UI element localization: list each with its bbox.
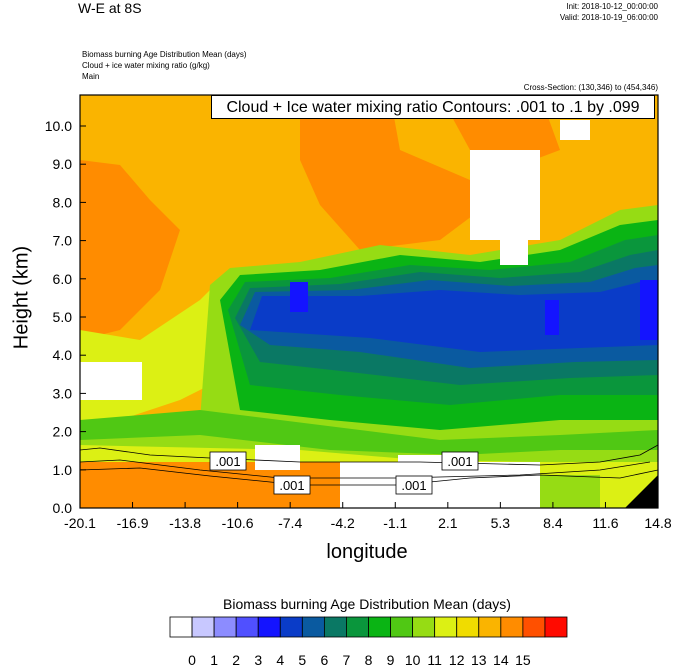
colorbar-swatch: [368, 616, 391, 638]
colorbar-swatch: [323, 616, 347, 638]
colorbar: 0 1 2 3 4 5 6 7 8 9 10 11 12 13 14 15: [169, 616, 568, 667]
colorbar-swatch: [434, 616, 458, 638]
colorbar-swatch: [500, 616, 524, 638]
colorbar-label: 15: [515, 652, 531, 667]
colorbar-swatch: [544, 616, 568, 638]
contour-label-box: [209, 451, 247, 471]
colorbar-swatch: [169, 616, 193, 638]
x-axis-label: longitude: [326, 541, 408, 563]
contour-legend-note: Cloud + Ice water mixing ratio Contours:…: [211, 95, 655, 119]
colorbar-label: 4: [276, 652, 284, 667]
plot-title: W-E at 8S: [78, 0, 142, 16]
x-tick-label: -20.1: [64, 515, 96, 531]
cross-section-label: Cross-Section: (130,346) to (454,346): [523, 83, 658, 92]
y-tick-label: 2.0: [53, 424, 73, 440]
y-tick-label: 5.0: [53, 309, 73, 325]
colorbar-swatch: [390, 616, 414, 638]
colorbar-label: 3: [254, 652, 262, 667]
contour-label: .001: [401, 478, 426, 493]
y-tick-label: 10.0: [45, 118, 72, 134]
contour-label-box: [441, 451, 479, 471]
x-tick-label: 8.4: [543, 515, 563, 531]
colorbar-label: 8: [365, 652, 373, 667]
axes: -20.1 -16.9 -13.8 -10.6 -7.4 -4.2 -1.1 2.1 5.3 8.…: [45, 118, 672, 531]
colorbar-label: 9: [387, 652, 395, 667]
contour-labels: .001 .001 .001 .001: [209, 451, 479, 495]
x-tick-label: 2.1: [438, 515, 458, 531]
field-name-cloud: Cloud + ice water mixing ratio (g/kg): [82, 61, 210, 70]
colorbar-swatch: [456, 616, 480, 638]
colorbar-label: 6: [320, 652, 328, 667]
x-tick-label: -13.8: [169, 515, 201, 531]
colorbar-swatch: [478, 616, 502, 638]
x-tick-label: -16.9: [117, 515, 149, 531]
colorbar-swatch: [279, 616, 303, 638]
cross-section-field: [80, 95, 658, 508]
x-tick-label: -1.1: [383, 515, 407, 531]
colorbar-label: 12: [449, 652, 465, 667]
x-tick-label: 11.6: [592, 515, 618, 531]
init-time: Init: 2018-10-12_00:00:00: [566, 2, 658, 11]
colorbar-swatch: [191, 616, 215, 638]
y-tick-label: 1.0: [53, 462, 73, 478]
colorbar-swatch: [346, 616, 369, 638]
y-tick-label: 3.0: [53, 385, 73, 401]
y-tick-label: 6.0: [53, 271, 73, 287]
colorbar-swatch: [301, 616, 325, 638]
x-tick-label: 14.8: [644, 515, 671, 531]
colorbar-swatch: [412, 616, 436, 638]
field-name-biomass: Biomass burning Age Distribution Mean (d…: [82, 50, 247, 59]
x-tick-label: -4.2: [331, 515, 355, 531]
y-tick-label: 0.0: [53, 500, 73, 516]
colorbar-label: 10: [405, 652, 421, 667]
x-tick-label: 5.3: [491, 515, 511, 531]
y-tick-label: 4.0: [53, 347, 73, 363]
colorbar-swatch: [213, 616, 237, 638]
colorbar-label: 11: [427, 652, 442, 667]
contour-label: .001: [279, 478, 304, 493]
y-axis-label: Height (km): [10, 245, 33, 350]
colorbar-label: 1: [210, 652, 218, 667]
contour-label-box: [273, 475, 311, 495]
colorbar-label: 2: [232, 652, 240, 667]
colorbar-title: Biomass burning Age Distribution Mean (d…: [223, 596, 511, 612]
y-tick-label: 8.0: [53, 194, 73, 210]
colorbar-label: 0: [188, 652, 196, 667]
contour-label: .001: [215, 454, 240, 469]
colorbar-label: 14: [493, 652, 509, 667]
contour-label: .001: [447, 454, 472, 469]
colorbar-label: 5: [298, 652, 306, 667]
colorbar-swatch: [257, 616, 281, 638]
x-tick-label: -10.6: [222, 515, 254, 531]
x-tick-label: -7.4: [278, 515, 302, 531]
colorbar-label: 7: [343, 652, 351, 667]
y-tick-label: 7.0: [53, 233, 73, 249]
contour-label-box: [395, 475, 433, 495]
field-name-domain: Main: [82, 72, 100, 81]
colorbar-swatch: [235, 616, 259, 638]
colorbar-swatch: [522, 616, 546, 638]
colorbar-label: 13: [471, 652, 487, 667]
valid-time: Valid: 2018-10-19_06:00:00: [559, 13, 658, 22]
y-tick-label: 9.0: [53, 156, 73, 172]
